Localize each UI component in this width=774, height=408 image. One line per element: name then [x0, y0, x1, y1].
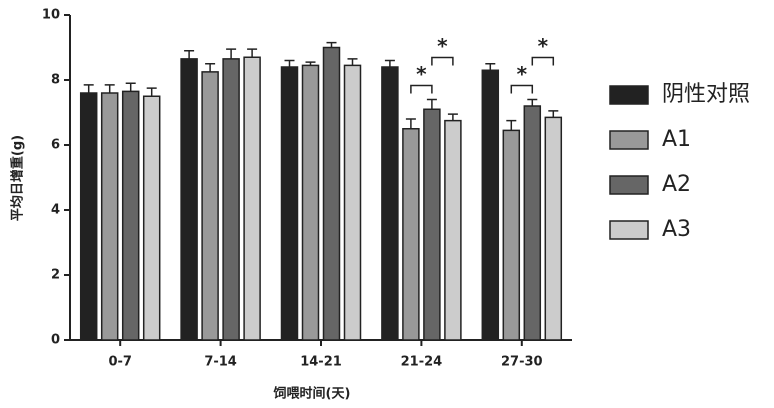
- significance-mark: *: [538, 34, 549, 58]
- bar: [322, 46, 341, 341]
- y-axis-label: 平均日增重(g): [10, 135, 26, 221]
- bar: [121, 90, 140, 341]
- bar: [301, 64, 320, 341]
- x-tick-label: 21-24: [401, 355, 443, 370]
- y-tick-label: 10: [42, 8, 60, 23]
- x-axis-label: 饲喂时间(天): [273, 386, 351, 402]
- y-tick-label: 4: [51, 203, 60, 218]
- significance-bracket: [510, 84, 534, 94]
- x-tick-label: 14-21: [300, 355, 342, 370]
- bar: [544, 116, 563, 341]
- bar: [243, 56, 261, 341]
- bar: [481, 69, 500, 341]
- bar: [180, 58, 198, 341]
- significance-bracket: [410, 84, 433, 94]
- bar: [444, 119, 462, 341]
- bar: [222, 58, 240, 341]
- significance-mark: *: [437, 34, 448, 58]
- x-tick-label: 7-14: [204, 355, 237, 370]
- y-tick-label: 0: [51, 333, 60, 348]
- bar: [79, 92, 98, 341]
- legend-swatch: [609, 220, 649, 240]
- x-tick-label: 27-30: [501, 355, 543, 370]
- y-tick-label: 6: [51, 138, 60, 153]
- legend-label: A2: [662, 172, 691, 197]
- bar: [381, 66, 399, 341]
- significance-bracket: [431, 56, 454, 66]
- bar: [423, 108, 441, 341]
- significance-mark: *: [517, 62, 528, 86]
- bar: [402, 128, 420, 341]
- legend-swatch: [609, 175, 649, 195]
- significance-mark: *: [416, 62, 427, 86]
- legend-swatch: [609, 130, 649, 150]
- legend-swatch: [609, 85, 649, 105]
- bar: [201, 71, 219, 341]
- legend-label: 阴性对照: [662, 82, 750, 107]
- y-tick-label: 8: [51, 73, 60, 88]
- legend-label: A3: [662, 217, 691, 242]
- y-tick-label: 2: [51, 268, 60, 283]
- legend-label: A1: [662, 127, 691, 152]
- bar: [343, 64, 362, 341]
- bar: [142, 95, 161, 341]
- significance-bracket: [531, 56, 555, 66]
- bar: [523, 105, 542, 341]
- bar: [100, 92, 119, 341]
- bar: [502, 129, 521, 341]
- x-tick-label: 0-7: [108, 355, 132, 370]
- bar: [280, 66, 299, 341]
